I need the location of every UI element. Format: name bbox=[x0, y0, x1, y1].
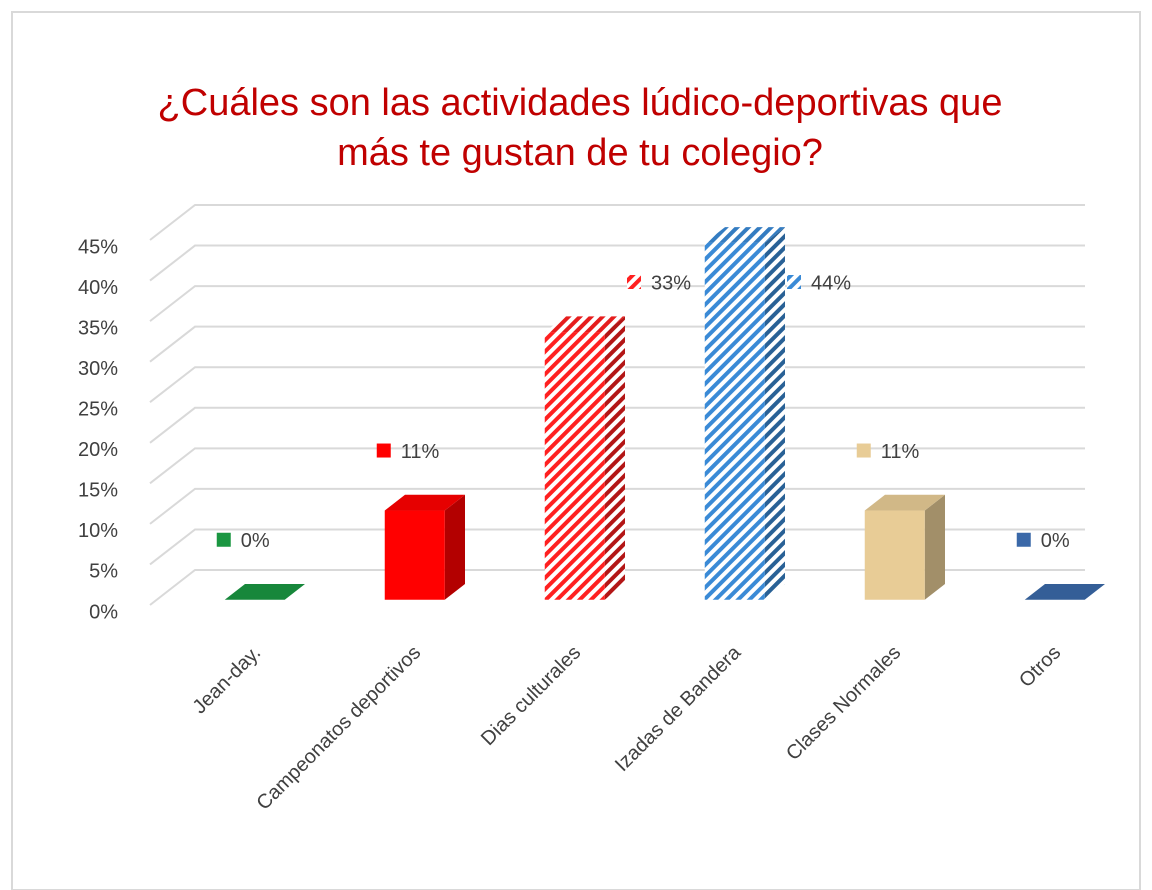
bar-top bbox=[384, 494, 465, 511]
label-key bbox=[1016, 532, 1031, 547]
y-tick-label: 40% bbox=[78, 277, 118, 299]
bar bbox=[864, 510, 925, 600]
label-key bbox=[627, 275, 641, 289]
bar bbox=[384, 510, 445, 600]
y-tick-label: 20% bbox=[78, 439, 118, 461]
grid-line bbox=[149, 447, 1085, 485]
label-key bbox=[856, 443, 871, 458]
bar-side bbox=[444, 494, 465, 600]
bar-top bbox=[544, 316, 625, 333]
grid-line bbox=[149, 569, 1085, 606]
data-label: 11% bbox=[881, 441, 920, 463]
grid-line bbox=[149, 244, 1085, 282]
label-key bbox=[216, 532, 231, 547]
y-tick-label: 25% bbox=[78, 399, 118, 421]
grid-line bbox=[149, 366, 1085, 404]
y-tick-label: 45% bbox=[78, 236, 118, 258]
data-label: 11% bbox=[401, 441, 440, 463]
chart-title: ¿Cuáles son las actividades lúdico-depor… bbox=[158, 82, 1003, 124]
data-label: 0% bbox=[241, 530, 270, 552]
bar-top bbox=[864, 494, 945, 511]
bar-side bbox=[604, 316, 625, 600]
data-label: 33% bbox=[651, 272, 691, 294]
grid-line bbox=[149, 487, 1085, 525]
grid-line bbox=[149, 204, 1085, 241]
y-tick-label: 10% bbox=[78, 520, 118, 542]
label-key bbox=[787, 275, 801, 289]
y-tick-label: 15% bbox=[78, 480, 118, 502]
y-tick-label: 5% bbox=[89, 561, 118, 583]
bar-top bbox=[704, 227, 785, 243]
y-tick-label: 0% bbox=[89, 601, 118, 623]
y-tick-label: 35% bbox=[78, 317, 118, 339]
data-label: 0% bbox=[1041, 530, 1070, 552]
grid-line bbox=[149, 325, 1085, 363]
grid-line bbox=[149, 528, 1085, 566]
bar-top bbox=[224, 584, 305, 600]
bar bbox=[544, 332, 605, 600]
y-tick-label: 30% bbox=[78, 358, 118, 380]
data-label: 44% bbox=[811, 272, 851, 294]
bar-side bbox=[764, 227, 785, 600]
grid-line bbox=[149, 406, 1085, 444]
label-key bbox=[376, 443, 391, 458]
chart-title: más te gustan de tu colegio? bbox=[337, 132, 823, 174]
bar bbox=[704, 242, 765, 600]
bar-side bbox=[924, 494, 945, 600]
bar-top bbox=[1024, 584, 1105, 600]
